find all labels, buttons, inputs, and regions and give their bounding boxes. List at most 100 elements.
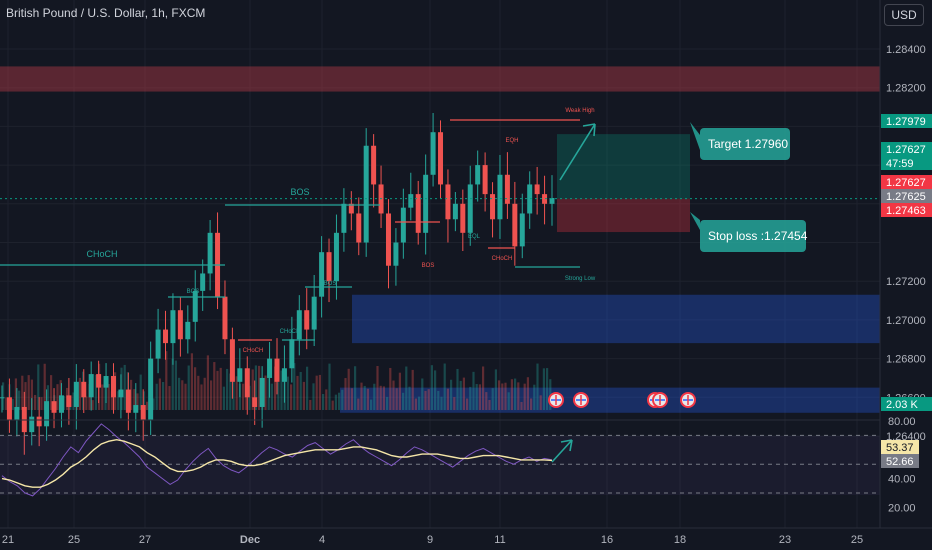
rsi-tick-label: 40.00 xyxy=(888,474,916,486)
volume-bar xyxy=(357,398,360,410)
volume-bar xyxy=(318,374,321,410)
candle-body xyxy=(371,145,377,185)
candle-body xyxy=(177,310,183,340)
volume-bar xyxy=(27,375,30,410)
volume-bar xyxy=(11,398,14,410)
volume-bar xyxy=(501,383,504,410)
rsi-badge-label: 52.66 xyxy=(886,456,914,468)
candle-body xyxy=(274,358,280,382)
candle-body xyxy=(452,203,458,220)
volume-bar xyxy=(523,383,526,410)
volume-bar xyxy=(232,358,235,410)
volume-bar xyxy=(235,376,238,410)
candle-body xyxy=(81,381,87,398)
volume-bar xyxy=(197,375,200,410)
price-badge xyxy=(881,189,932,203)
structure-label: CHoCH xyxy=(492,256,513,262)
economic-events[interactable] xyxy=(548,392,696,408)
price-zones xyxy=(0,66,880,413)
volume-bar xyxy=(174,360,177,410)
volume-bar xyxy=(494,369,497,410)
candle-body xyxy=(222,296,228,340)
volume-bar xyxy=(72,392,75,410)
volume-bar xyxy=(165,351,168,410)
stop-loss-callout-box xyxy=(700,220,806,252)
volume-bar xyxy=(184,383,187,410)
volume-bar xyxy=(450,379,453,410)
volume-bar xyxy=(120,367,123,410)
volume-bar xyxy=(389,367,392,410)
volume-bar xyxy=(158,378,161,410)
price-badge xyxy=(881,175,932,189)
volume-bar xyxy=(354,366,357,410)
candle-body xyxy=(281,368,287,382)
candle-body xyxy=(467,184,473,233)
date-axis[interactable]: 21 25 27 Dec 4 9 11 16 18 23 25 xyxy=(2,534,863,546)
date-tick-label: 27 xyxy=(139,534,151,546)
candle-body xyxy=(200,273,206,291)
volume-bar xyxy=(459,380,462,410)
volume-bar xyxy=(482,366,485,410)
structure-label: BOS xyxy=(422,263,435,269)
volume-bar xyxy=(424,390,427,410)
volume-bar xyxy=(178,377,181,410)
volume-bar xyxy=(187,365,190,410)
rsi-tick-label: 80.00 xyxy=(888,416,916,428)
candle-body xyxy=(207,232,213,274)
volume-bar xyxy=(386,396,389,410)
volume-bar xyxy=(530,398,533,410)
volume-bar xyxy=(507,392,510,410)
date-tick-label: 21 xyxy=(2,534,14,546)
volume-bar xyxy=(392,380,395,410)
volume-bar xyxy=(478,384,481,410)
structure-label: BOS xyxy=(324,281,337,287)
volume-bar xyxy=(2,382,5,410)
candle-body xyxy=(512,203,518,247)
rsi-axis[interactable]: 80.00 53.37 52.66 40.00 20.00 xyxy=(881,416,919,514)
candle-body xyxy=(549,197,555,204)
structure-label: EQH xyxy=(505,138,518,144)
currency-button[interactable]: USD xyxy=(884,4,924,26)
rsi-band xyxy=(0,436,880,495)
candle-body xyxy=(6,397,12,421)
candle-body xyxy=(542,194,548,204)
volume-bar xyxy=(78,377,81,410)
volume-bar xyxy=(382,386,385,410)
volume-bar xyxy=(21,375,24,410)
volume-bar xyxy=(533,384,536,410)
candle-body xyxy=(304,310,310,330)
volume-bar xyxy=(162,381,165,410)
volume-bar xyxy=(290,384,293,410)
volume-bar xyxy=(133,389,136,410)
trade-setup: Target 1.27960 Stop loss :1.27454 xyxy=(0,122,880,252)
price-badge-label: 1.27979 xyxy=(886,116,926,128)
volume-bar xyxy=(526,377,529,410)
volume-bar xyxy=(206,355,209,410)
candle-body xyxy=(259,377,265,407)
volume-bar xyxy=(30,379,33,410)
price-tick-label: 1.28200 xyxy=(886,83,926,95)
volume-bar xyxy=(56,384,59,410)
rsi-up-arrow xyxy=(551,439,573,463)
volume-bar xyxy=(373,383,376,410)
price-tick-label: 1.27200 xyxy=(886,276,926,288)
volume-bar xyxy=(462,377,465,410)
candle-body xyxy=(408,194,414,208)
volume-bar xyxy=(421,378,424,410)
volume-bar xyxy=(370,399,373,410)
price-badge xyxy=(881,397,932,411)
volume-bar xyxy=(226,368,229,410)
symbol-title[interactable]: British Pound / U.S. Dollar, 1h, FXCM xyxy=(6,6,206,20)
volume-bar xyxy=(510,379,513,410)
rsi-badge-label: 53.37 xyxy=(886,442,914,454)
structure-label: Strong Low xyxy=(565,276,596,282)
volume-bar xyxy=(360,382,363,410)
volume-bar xyxy=(146,401,149,410)
volume-bar xyxy=(338,392,341,410)
candle-body xyxy=(0,397,5,399)
candle-body xyxy=(415,194,421,233)
volume-bar xyxy=(293,363,296,410)
candle-body xyxy=(534,184,540,195)
structure-label: BOS xyxy=(290,187,309,197)
